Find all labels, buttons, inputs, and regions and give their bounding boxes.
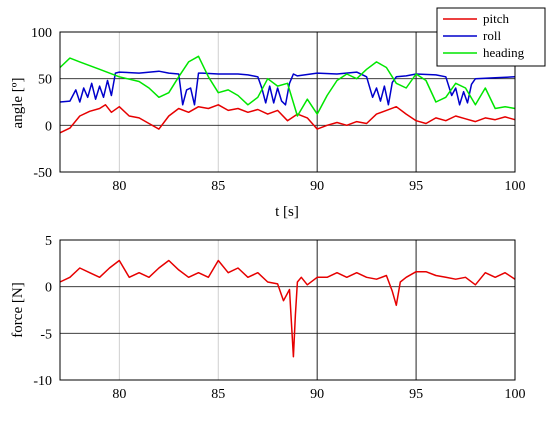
x-tick-label: 85 bbox=[211, 179, 225, 194]
y-tick-label: -5 bbox=[40, 327, 52, 342]
x-tick-label: 100 bbox=[505, 179, 526, 194]
force-plot-ylabel: force [N] bbox=[10, 282, 26, 337]
plot-frame bbox=[59, 239, 516, 381]
force-plot: 80 85 90 95 100 5 0 -5 -10 bbox=[33, 234, 525, 402]
series-line-force bbox=[59, 259, 516, 358]
legend-label-heading: heading bbox=[483, 45, 525, 60]
x-tick-label: 95 bbox=[409, 179, 423, 194]
x-tick-label: 90 bbox=[310, 387, 324, 402]
plot-frame bbox=[59, 31, 516, 173]
x-tick-label: 100 bbox=[505, 387, 526, 402]
x-tick-label: 80 bbox=[112, 179, 126, 194]
y-tick-label: -10 bbox=[33, 374, 52, 389]
y-tick-label: 5 bbox=[45, 234, 52, 249]
y-tick-label: 0 bbox=[45, 119, 52, 134]
series-line-roll bbox=[59, 70, 516, 106]
legend-label-pitch: pitch bbox=[483, 11, 509, 26]
x-tick-label: 90 bbox=[310, 179, 324, 194]
legend-label-roll: roll bbox=[483, 28, 501, 43]
x-tick-label: 95 bbox=[409, 387, 423, 402]
x-tick-label: 80 bbox=[112, 387, 126, 402]
legend-box bbox=[436, 7, 546, 67]
y-tick-label: -50 bbox=[33, 166, 52, 181]
angle-plot: 80 85 90 95 100 100 50 0 -50 pitch roll heading bbox=[31, 7, 546, 194]
angle-plot-ylabel: angle [º] bbox=[10, 78, 26, 129]
y-tick-label: 100 bbox=[31, 26, 52, 41]
y-tick-label: 0 bbox=[45, 281, 52, 296]
series-line-pitch bbox=[59, 104, 516, 134]
angle-plot-xlabel: t [s] bbox=[275, 204, 299, 220]
series-line-heading bbox=[59, 55, 516, 117]
x-tick-label: 85 bbox=[211, 387, 225, 402]
y-tick-label: 50 bbox=[38, 73, 52, 88]
